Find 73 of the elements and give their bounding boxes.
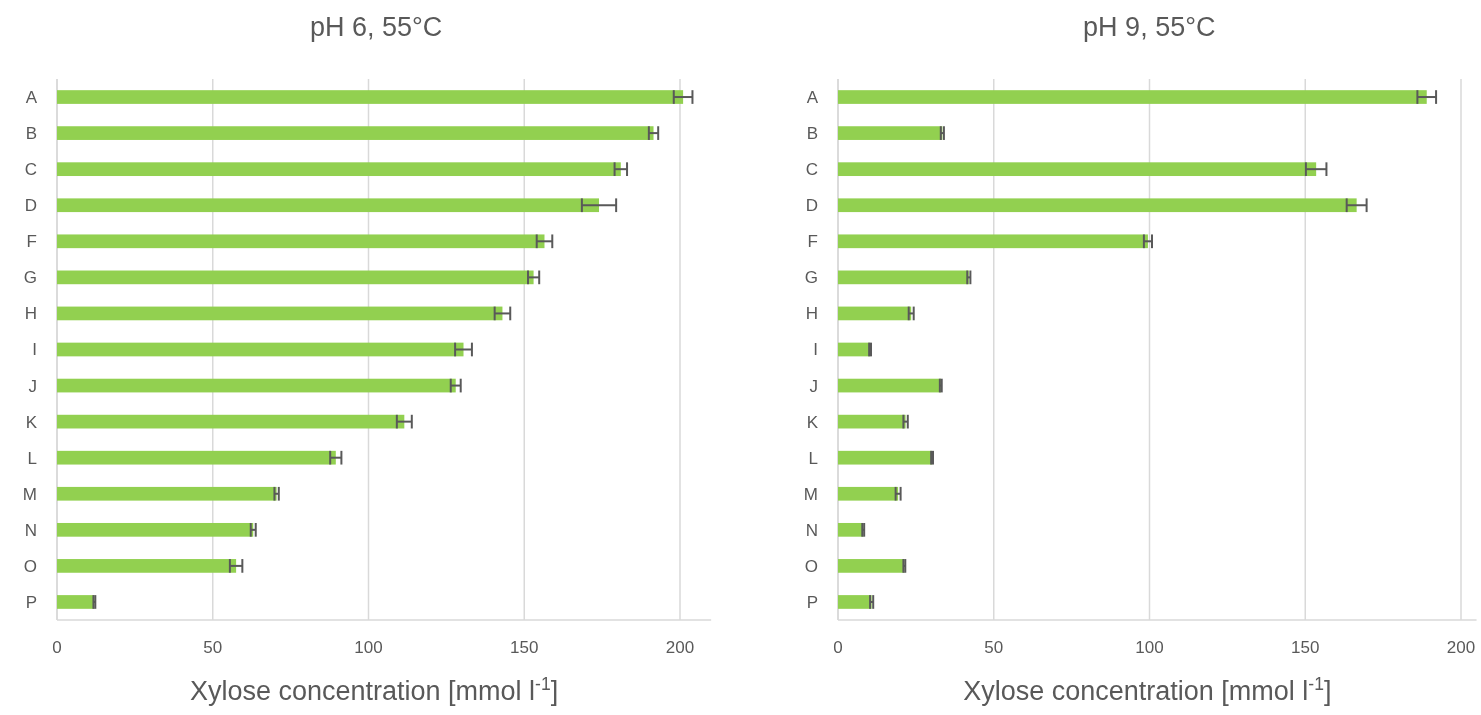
bar: [838, 522, 864, 537]
y-tick-label: I: [813, 340, 818, 360]
bar: [838, 198, 1357, 213]
x-tick-label: 200: [1446, 638, 1476, 657]
y-tick-label: F: [807, 232, 818, 252]
y-tick-label: J: [28, 376, 37, 396]
bar: [838, 450, 933, 465]
bar: [838, 414, 906, 429]
bar: [57, 414, 405, 429]
y-tick-label: F: [26, 232, 37, 252]
y-tick-label: M: [803, 484, 818, 504]
y-tick-label: N: [805, 520, 818, 540]
y-tick-label: O: [23, 556, 37, 576]
bar: [838, 595, 872, 609]
y-tick-label: G: [804, 268, 818, 288]
y-tick-label: J: [809, 376, 818, 396]
bar: [838, 162, 1317, 177]
x-tick-label: 150: [1291, 638, 1320, 657]
x-axis-title: Xylose concentration [mmol l$^{-1}$]: [963, 674, 1332, 706]
y-tick-label: M: [22, 484, 37, 504]
bar: [57, 378, 456, 393]
y-tick-label: H: [24, 304, 37, 324]
y-tick-label: P: [25, 592, 37, 612]
x-tick-label: 0: [52, 638, 62, 657]
y-tick-label: L: [27, 448, 37, 468]
bar: [57, 450, 336, 465]
bar: [57, 522, 254, 537]
y-tick-label: N: [24, 520, 37, 540]
y-tick-label: B: [806, 124, 818, 144]
y-tick-label: A: [806, 87, 819, 107]
x-tick-label: 200: [665, 638, 695, 657]
bar: [57, 126, 654, 140]
y-tick-label: G: [23, 268, 37, 288]
bar: [838, 234, 1148, 249]
y-tick-label: A: [25, 87, 38, 107]
bar: [57, 559, 237, 573]
x-tick-label: 0: [833, 638, 843, 657]
bar: [57, 595, 95, 609]
y-tick-label: K: [25, 412, 38, 432]
bar: [57, 306, 503, 321]
x-tick-label: 50: [984, 638, 1004, 657]
chart-title: pH 9, 55°C: [1083, 12, 1216, 42]
y-tick-label: D: [805, 196, 818, 216]
bar: [57, 234, 545, 249]
bar: [838, 126, 943, 140]
x-tick-label: 50: [203, 638, 223, 657]
y-tick-label: K: [806, 412, 819, 432]
y-tick-label: H: [805, 304, 818, 324]
y-tick-label: B: [25, 124, 37, 144]
bar: [57, 90, 684, 104]
bar: [57, 270, 534, 285]
bar: [838, 378, 941, 393]
y-tick-label: C: [805, 160, 818, 180]
y-tick-label: I: [32, 340, 37, 360]
bar: [57, 198, 600, 213]
bar: [838, 90, 1427, 104]
bar: [57, 162, 621, 177]
bar: [838, 270, 969, 285]
bar: [57, 342, 464, 357]
y-tick-label: P: [806, 592, 818, 612]
y-tick-label: O: [804, 556, 818, 576]
bar: [57, 486, 277, 501]
y-tick-label: L: [808, 448, 818, 468]
y-tick-label: D: [24, 196, 37, 216]
x-axis-title: Xylose concentration [mmol l$^{-1}$]: [189, 674, 559, 706]
x-tick-label: 150: [510, 638, 539, 657]
x-tick-label: 100: [354, 638, 383, 657]
x-tick-label: 100: [1135, 638, 1164, 657]
bar: [838, 486, 899, 501]
bar: [838, 306, 912, 321]
y-tick-label: C: [24, 160, 37, 180]
bar: [838, 559, 905, 573]
chart-title: pH 6, 55°C: [309, 12, 443, 42]
